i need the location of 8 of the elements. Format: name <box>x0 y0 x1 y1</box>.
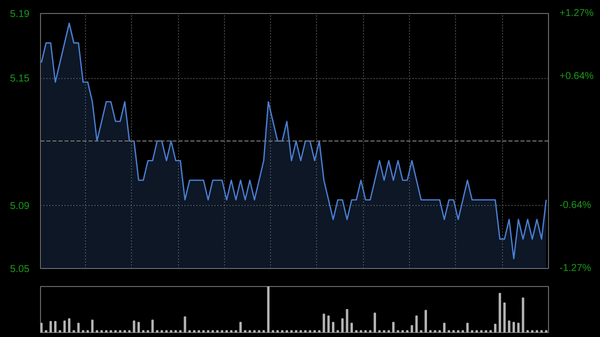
y-tick-label: 5.09 <box>10 201 30 212</box>
y2-tick-label: +1.27% <box>560 8 594 19</box>
y2-tick-label: +0.64% <box>560 71 594 82</box>
y-tick-label: 5.05 <box>10 264 30 275</box>
y2-tick-label: -1.27% <box>560 263 592 274</box>
y2-tick-label: -0.64% <box>560 200 592 211</box>
y-tick-label: 5.19 <box>10 9 30 20</box>
y-tick-label: 5.15 <box>10 74 30 85</box>
